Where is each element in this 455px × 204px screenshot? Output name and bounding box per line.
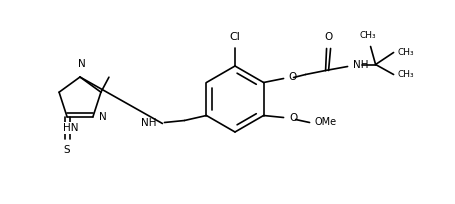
Text: OMe: OMe xyxy=(314,118,336,128)
Text: CH₃: CH₃ xyxy=(397,70,413,79)
Text: N: N xyxy=(99,112,106,122)
Text: O: O xyxy=(324,31,332,41)
Text: N: N xyxy=(78,59,86,69)
Text: O: O xyxy=(288,72,296,82)
Text: CH₃: CH₃ xyxy=(359,31,375,41)
Text: NH: NH xyxy=(352,60,367,70)
Text: O: O xyxy=(289,113,297,123)
Text: HN: HN xyxy=(63,123,79,133)
Text: CH₃: CH₃ xyxy=(397,48,413,57)
Text: S: S xyxy=(64,145,70,155)
Text: NH: NH xyxy=(141,119,156,129)
Text: Cl: Cl xyxy=(229,32,240,42)
